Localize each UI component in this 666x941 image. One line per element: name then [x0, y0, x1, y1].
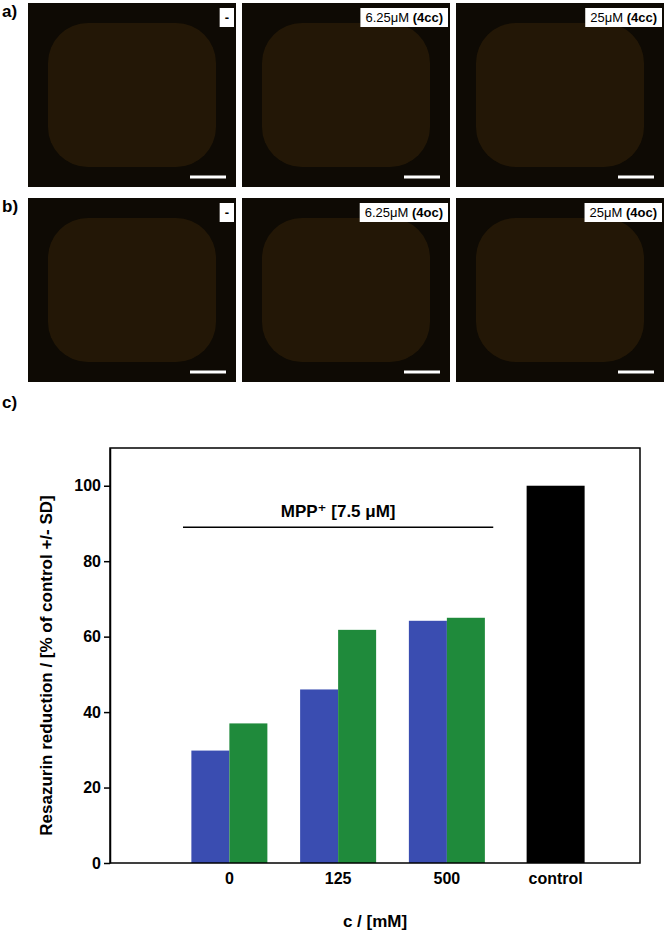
x-tick: 0: [225, 863, 234, 887]
scale-bar: [404, 176, 440, 179]
y-tick: 100: [74, 477, 110, 494]
image-label-text: 25μM (4oc): [590, 205, 657, 220]
bar: [229, 723, 267, 863]
scale-bar: [404, 371, 440, 374]
image-label: 6.25μM (4cc): [360, 8, 448, 27]
y-axis-title: Resazurin reduction / [% of control +/- …: [37, 495, 56, 836]
x-tick: 125: [325, 863, 352, 887]
image-label: 6.25μM (4oc): [360, 203, 448, 222]
y-tick-label: 100: [74, 477, 101, 494]
image-label-box: [585, 203, 662, 222]
bars: [191, 486, 584, 863]
y-tick-label: 0: [92, 855, 101, 872]
bar: [409, 621, 447, 863]
image-panel: a)-6.25μM (4cc)25μM (4cc): [2, 2, 664, 187]
micrograph: [28, 3, 236, 187]
image-label-text: 25μM (4cc): [590, 10, 657, 25]
micrograph: [242, 3, 450, 187]
micrograph-glow: [48, 23, 216, 167]
bar: [191, 751, 229, 863]
panel-label: c): [2, 393, 17, 412]
micrograph: [456, 3, 664, 187]
micrograph-glow: [262, 218, 430, 362]
image-label-text: -: [225, 205, 229, 220]
y-tick-mark: [104, 712, 110, 714]
y-axis-line: [110, 449, 112, 864]
y-tick: 60: [83, 628, 110, 645]
concentration: 6.25μM: [365, 10, 412, 25]
y-tick-label: 20: [83, 779, 101, 796]
y-axis: 0 20 40 60 80 100: [74, 449, 110, 872]
x-axis-line: [176, 863, 611, 864]
image-label-box: [585, 8, 662, 27]
x-tick: control: [529, 863, 583, 887]
y-tick: 80: [83, 553, 110, 570]
x-tick: 500: [434, 863, 461, 887]
x-tick-label: 0: [225, 870, 234, 887]
x-axis: 0 125 500 control: [176, 863, 611, 887]
image-panel: b)-6.25μM (4oc)25μM (4oc): [2, 197, 664, 382]
concentration: 25μM: [590, 205, 626, 220]
image-label: 25μM (4cc): [585, 8, 662, 27]
image-label: -: [220, 8, 234, 27]
y-tick-mark: [104, 863, 110, 865]
y-tick-mark: [104, 561, 110, 563]
y-tick: 40: [83, 704, 110, 721]
y-tick: 20: [83, 779, 110, 796]
micrograph-glow: [476, 23, 644, 167]
micrograph-glow: [262, 23, 430, 167]
image-label-text: -: [225, 10, 229, 25]
annotation-text: MPP⁺ [7.5 μM]: [281, 502, 396, 521]
image-label: -: [220, 203, 234, 222]
concentration: 25μM: [590, 10, 626, 25]
x-tick-label: 125: [325, 870, 352, 887]
micrograph: [28, 198, 236, 382]
micrograph-glow: [48, 218, 216, 362]
image-label-box: [360, 8, 448, 27]
bar: [300, 689, 338, 863]
x-tick-label: 500: [434, 870, 461, 887]
micrograph: [242, 198, 450, 382]
y-tick-mark: [104, 636, 110, 638]
concentration: -: [225, 10, 229, 25]
image-label-text: 6.25μM (4oc): [365, 205, 443, 220]
compound: (4oc): [626, 205, 657, 220]
compound: (4cc): [627, 10, 657, 25]
scale-bar: [190, 176, 226, 179]
image-label-text: 6.25μM (4cc): [365, 10, 443, 25]
scale-bar: [618, 371, 654, 374]
image-label-box: [220, 203, 234, 222]
concentration: -: [225, 205, 229, 220]
y-tick-label: 40: [83, 704, 101, 721]
compound: (4oc): [412, 205, 443, 220]
annotation-line: [183, 526, 493, 528]
scale-bar: [190, 371, 226, 374]
y-tick-mark: [104, 485, 110, 487]
x-tick-label: control: [529, 870, 583, 887]
bar: [447, 618, 485, 863]
image-label-box: [220, 8, 234, 27]
y-tick-mark: [104, 787, 110, 789]
plot-frame: [110, 448, 640, 863]
compound: (4cc): [413, 10, 443, 25]
image-label-box: [360, 203, 448, 222]
y-tick: 0: [92, 855, 110, 872]
y-tick-label: 80: [83, 553, 101, 570]
bar: [338, 630, 376, 863]
micrograph: [456, 198, 664, 382]
micrograph-glow: [476, 218, 644, 362]
chart: c) 0 20 40 60 80 100 0 125 500 control c / [mM] Resa…: [2, 393, 640, 931]
image-label: 25μM (4oc): [585, 203, 662, 222]
panel-label: b): [2, 197, 18, 216]
scale-bar: [618, 176, 654, 179]
concentration: 6.25μM: [365, 205, 412, 220]
x-axis-title: c / [mM]: [343, 912, 407, 931]
y-tick-label: 60: [83, 628, 101, 645]
figure: a)-6.25μM (4cc)25μM (4cc)b)-6.25μM (4oc)…: [0, 0, 666, 941]
panel-label: a): [2, 2, 17, 21]
bar: [527, 486, 585, 863]
